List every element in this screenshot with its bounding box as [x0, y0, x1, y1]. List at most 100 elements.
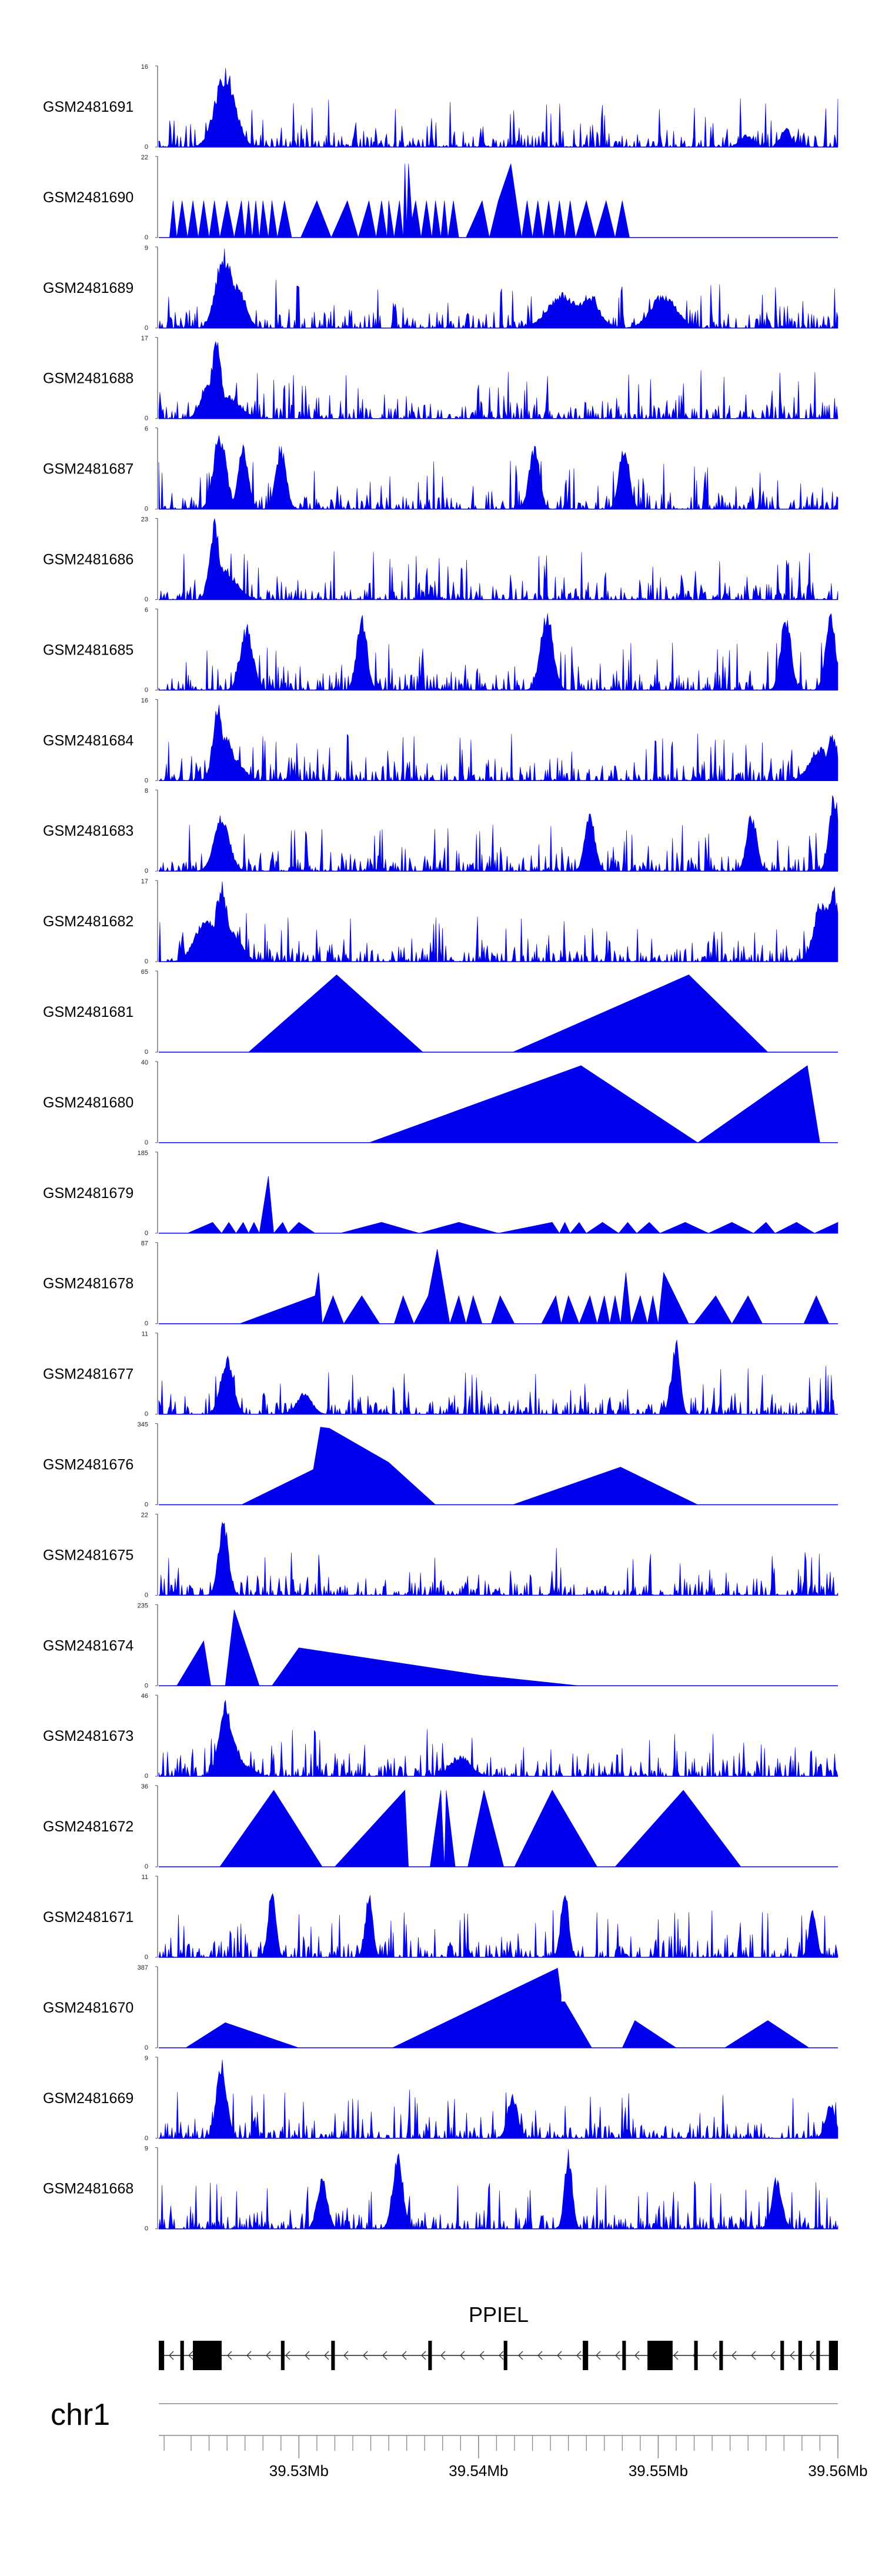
track-label: GSM2481669: [43, 2090, 133, 2107]
track-GSM2481673: GSM2481673 46 0: [43, 1693, 838, 1780]
strand-chevron-icon: [266, 2351, 271, 2360]
strand-chevron-icon: [479, 2351, 485, 2360]
gene-exon: [828, 2341, 838, 2370]
y-max-label: 235: [138, 1602, 148, 1609]
coverage-area: [158, 1700, 838, 1777]
track-label: GSM2481686: [43, 552, 133, 568]
strand-chevron-icon: [324, 2351, 329, 2360]
track-GSM2481686: GSM2481686 23 0: [43, 516, 838, 603]
y-min-label: 0: [145, 2044, 148, 2051]
strand-chevron-icon: [363, 2351, 368, 2360]
strand-chevron-icon: [460, 2351, 465, 2360]
gene-label: PPIEL: [469, 2303, 529, 2327]
y-max-label: 8: [145, 788, 148, 795]
coverage-area: [185, 1967, 810, 2048]
track-GSM2481679: GSM2481679 185 0: [43, 1150, 838, 1237]
strand-chevron-icon: [343, 2351, 349, 2360]
strand-chevron-icon: [227, 2351, 232, 2360]
y-min-label: 0: [145, 415, 148, 422]
coverage-area: [158, 2149, 838, 2230]
track-label: GSM2481670: [43, 2000, 133, 2016]
y-min-label: 0: [145, 1591, 148, 1599]
track-label: GSM2481674: [43, 1637, 133, 1654]
chromosome-label: chr1: [51, 2398, 110, 2432]
coverage-area: [158, 68, 838, 148]
coverage-area: [239, 1249, 830, 1324]
y-min-label: 0: [145, 1954, 148, 1961]
strand-chevron-icon: [518, 2351, 523, 2360]
strand-chevron-icon: [169, 2351, 174, 2360]
track-GSM2481681: GSM2481681 65 0: [43, 969, 838, 1056]
y-min-label: 0: [145, 958, 148, 965]
track-label: GSM2481675: [43, 1547, 133, 1563]
y-min-label: 0: [145, 596, 148, 603]
track-GSM2481680: GSM2481680 40 0: [43, 1059, 838, 1146]
track-label: GSM2481671: [43, 1909, 133, 1926]
y-max-label: 6: [145, 426, 148, 433]
gene-exon: [193, 2341, 222, 2370]
track-GSM2481674: GSM2481674 235 0: [43, 1602, 838, 1689]
track-GSM2481677: GSM2481677 11 0: [43, 1331, 838, 1418]
gene-exon: [719, 2341, 723, 2370]
track-GSM2481672: GSM2481672 36 0: [43, 1783, 838, 1870]
y-max-label: 9: [145, 245, 148, 252]
strand-chevron-icon: [305, 2351, 310, 2360]
strand-chevron-icon: [188, 2351, 193, 2360]
y-max-label: 9: [145, 2145, 148, 2153]
track-label: GSM2481681: [43, 1004, 133, 1020]
strand-chevron-icon: [634, 2351, 640, 2360]
track-label: GSM2481672: [43, 1818, 133, 1835]
strand-chevron-icon: [576, 2351, 582, 2360]
y-min-label: 0: [145, 1139, 148, 1146]
track-label: GSM2481680: [43, 1095, 133, 1111]
coverage-area: [158, 248, 838, 329]
y-max-label: 11: [142, 1331, 148, 1338]
y-min-label: 0: [145, 144, 148, 151]
track-GSM2481675: GSM2481675 22 0: [43, 1511, 838, 1599]
y-min-label: 0: [145, 1049, 148, 1056]
y-max-label: 22: [141, 1511, 148, 1519]
track-GSM2481670: GSM2481670 387 0: [43, 1964, 838, 2051]
coverage-area: [369, 1065, 820, 1143]
y-min-label: 0: [145, 2135, 148, 2142]
track-label: GSM2481690: [43, 189, 133, 206]
coverage-area: [158, 795, 838, 872]
y-min-label: 0: [145, 1411, 148, 1418]
coverage-area: [219, 1790, 741, 1867]
y-max-label: 23: [141, 516, 148, 523]
axis-tick-label: 39.55Mb: [629, 2462, 688, 2480]
track-label: GSM2481678: [43, 1276, 133, 1292]
y-min-label: 0: [145, 1682, 148, 1689]
track-GSM2481671: GSM2481671 11 0: [43, 1874, 838, 1961]
strand-chevron-icon: [790, 2351, 795, 2360]
strand-chevron-icon: [596, 2351, 601, 2360]
coverage-tracks: GSM2481691160GSM2481690220GSM248168990GS…: [43, 64, 838, 2233]
y-max-label: 387: [138, 1964, 148, 1971]
y-max-label: 9: [145, 2055, 148, 2062]
coverage-area: [169, 163, 630, 239]
track-label: GSM2481673: [43, 1728, 133, 1744]
track-label: GSM2481683: [43, 823, 133, 839]
track-GSM2481684: GSM2481684 16 0: [43, 697, 838, 784]
track-label: GSM2481687: [43, 461, 133, 478]
track-label: GSM2481688: [43, 371, 133, 387]
coverage-area: [158, 2060, 838, 2139]
y-max-label: 185: [138, 1150, 148, 1157]
gene-exon: [159, 2341, 165, 2370]
strand-chevron-icon: [770, 2351, 776, 2360]
track-label: GSM2481668: [43, 2181, 133, 2197]
coverage-area: [187, 1176, 838, 1234]
gene-exon: [780, 2341, 784, 2370]
strand-chevron-icon: [382, 2351, 387, 2360]
gene-exon: [428, 2341, 432, 2370]
coverage-area: [159, 518, 838, 600]
coverage-area: [158, 435, 838, 510]
y-max-label: 22: [141, 154, 148, 161]
axis-tick-label: 39.53Mb: [269, 2462, 329, 2480]
track-GSM2481678: GSM2481678 87 0: [43, 1240, 838, 1327]
y-min-label: 0: [145, 1863, 148, 1870]
y-max-label: 17: [141, 335, 148, 342]
track-GSM2481669: GSM2481669 9 0: [43, 2055, 838, 2142]
track-GSM2481690: GSM2481690 22 0: [43, 154, 838, 241]
y-min-label: 0: [145, 867, 148, 875]
